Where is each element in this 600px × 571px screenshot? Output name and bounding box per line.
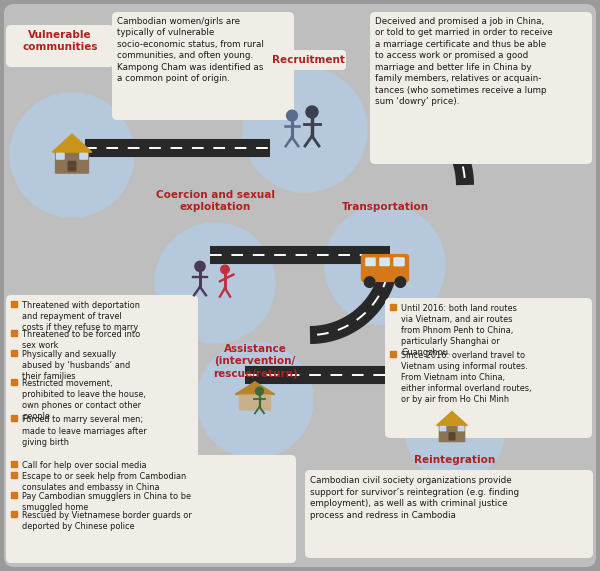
FancyBboxPatch shape (439, 425, 466, 443)
FancyBboxPatch shape (365, 258, 376, 266)
FancyBboxPatch shape (112, 12, 294, 120)
Text: Call for help over social media: Call for help over social media (22, 461, 146, 470)
Text: Transportation: Transportation (341, 202, 428, 212)
Polygon shape (235, 382, 275, 395)
Text: Deceived and promised a job in China,
or told to get married in order to receive: Deceived and promised a job in China, or… (375, 17, 553, 106)
Circle shape (405, 380, 505, 480)
FancyBboxPatch shape (4, 4, 596, 567)
Polygon shape (52, 134, 92, 152)
Text: Threatened to be forced into
sex work: Threatened to be forced into sex work (22, 329, 140, 349)
Text: Vulnerable
communities: Vulnerable communities (22, 30, 98, 53)
FancyBboxPatch shape (370, 12, 592, 164)
Text: Forced to marry several men;
made to leave marriages after
giving birth: Forced to marry several men; made to lea… (22, 415, 146, 447)
FancyBboxPatch shape (394, 258, 405, 266)
Text: Reintegration: Reintegration (415, 455, 496, 465)
FancyBboxPatch shape (79, 152, 88, 160)
FancyBboxPatch shape (394, 258, 404, 266)
FancyBboxPatch shape (239, 395, 271, 411)
FancyBboxPatch shape (6, 25, 114, 67)
FancyBboxPatch shape (270, 50, 346, 70)
Circle shape (155, 223, 275, 343)
Circle shape (306, 106, 318, 118)
FancyBboxPatch shape (6, 455, 296, 563)
Text: Coercion and sexual
exploitation: Coercion and sexual exploitation (155, 190, 275, 212)
Circle shape (195, 262, 205, 271)
Text: Since 2016: overland travel to
Vietnam using informal routes.
From Vietnam into : Since 2016: overland travel to Vietnam u… (401, 351, 532, 404)
FancyBboxPatch shape (6, 295, 198, 480)
FancyBboxPatch shape (439, 426, 446, 432)
Text: Rescued by Vietnamese border guards or
deported by Chinese police: Rescued by Vietnamese border guards or d… (22, 511, 192, 531)
Text: Until 2016: both land routes
via Vietnam, and air routes
from Phnom Penh to Chin: Until 2016: both land routes via Vietnam… (401, 304, 517, 357)
FancyBboxPatch shape (56, 152, 65, 160)
Text: Physically and sexually
abused by ‘husbands’ and
their families: Physically and sexually abused by ‘husba… (22, 350, 130, 381)
FancyBboxPatch shape (385, 298, 592, 438)
Text: Restricted movement,
prohibited to leave the house,
own phones or contact other
: Restricted movement, prohibited to leave… (22, 379, 146, 421)
Text: Cambodian women/girls are
typically of vulnerable
socio-economic status, from ru: Cambodian women/girls are typically of v… (117, 17, 264, 83)
FancyBboxPatch shape (361, 254, 409, 282)
Text: Assistance
(intervention/
rescue/return): Assistance (intervention/ rescue/return) (212, 344, 298, 379)
Circle shape (243, 68, 367, 192)
Text: Cambodian civil society organizations provide
support for survivor’s reintegrati: Cambodian civil society organizations pr… (310, 476, 519, 520)
Circle shape (221, 265, 229, 274)
Circle shape (287, 110, 298, 121)
Circle shape (395, 277, 406, 287)
FancyBboxPatch shape (67, 160, 77, 171)
Circle shape (256, 387, 263, 395)
Text: Threatened with deportation
and repayment of travel
costs if they refuse to marr: Threatened with deportation and repaymen… (22, 301, 140, 332)
Text: Pay Cambodian smugglers in China to be
smuggled home: Pay Cambodian smugglers in China to be s… (22, 492, 191, 512)
Circle shape (364, 277, 375, 287)
FancyBboxPatch shape (55, 151, 89, 174)
Circle shape (325, 205, 445, 325)
Circle shape (10, 93, 134, 217)
FancyBboxPatch shape (458, 426, 464, 432)
Polygon shape (437, 412, 467, 425)
FancyBboxPatch shape (305, 470, 593, 558)
FancyBboxPatch shape (449, 432, 455, 440)
FancyBboxPatch shape (379, 258, 390, 266)
Circle shape (197, 342, 313, 458)
Text: Escape to or seek help from Cambodian
consulates and embassy in China: Escape to or seek help from Cambodian co… (22, 472, 186, 492)
Text: Recruitment: Recruitment (272, 55, 344, 65)
